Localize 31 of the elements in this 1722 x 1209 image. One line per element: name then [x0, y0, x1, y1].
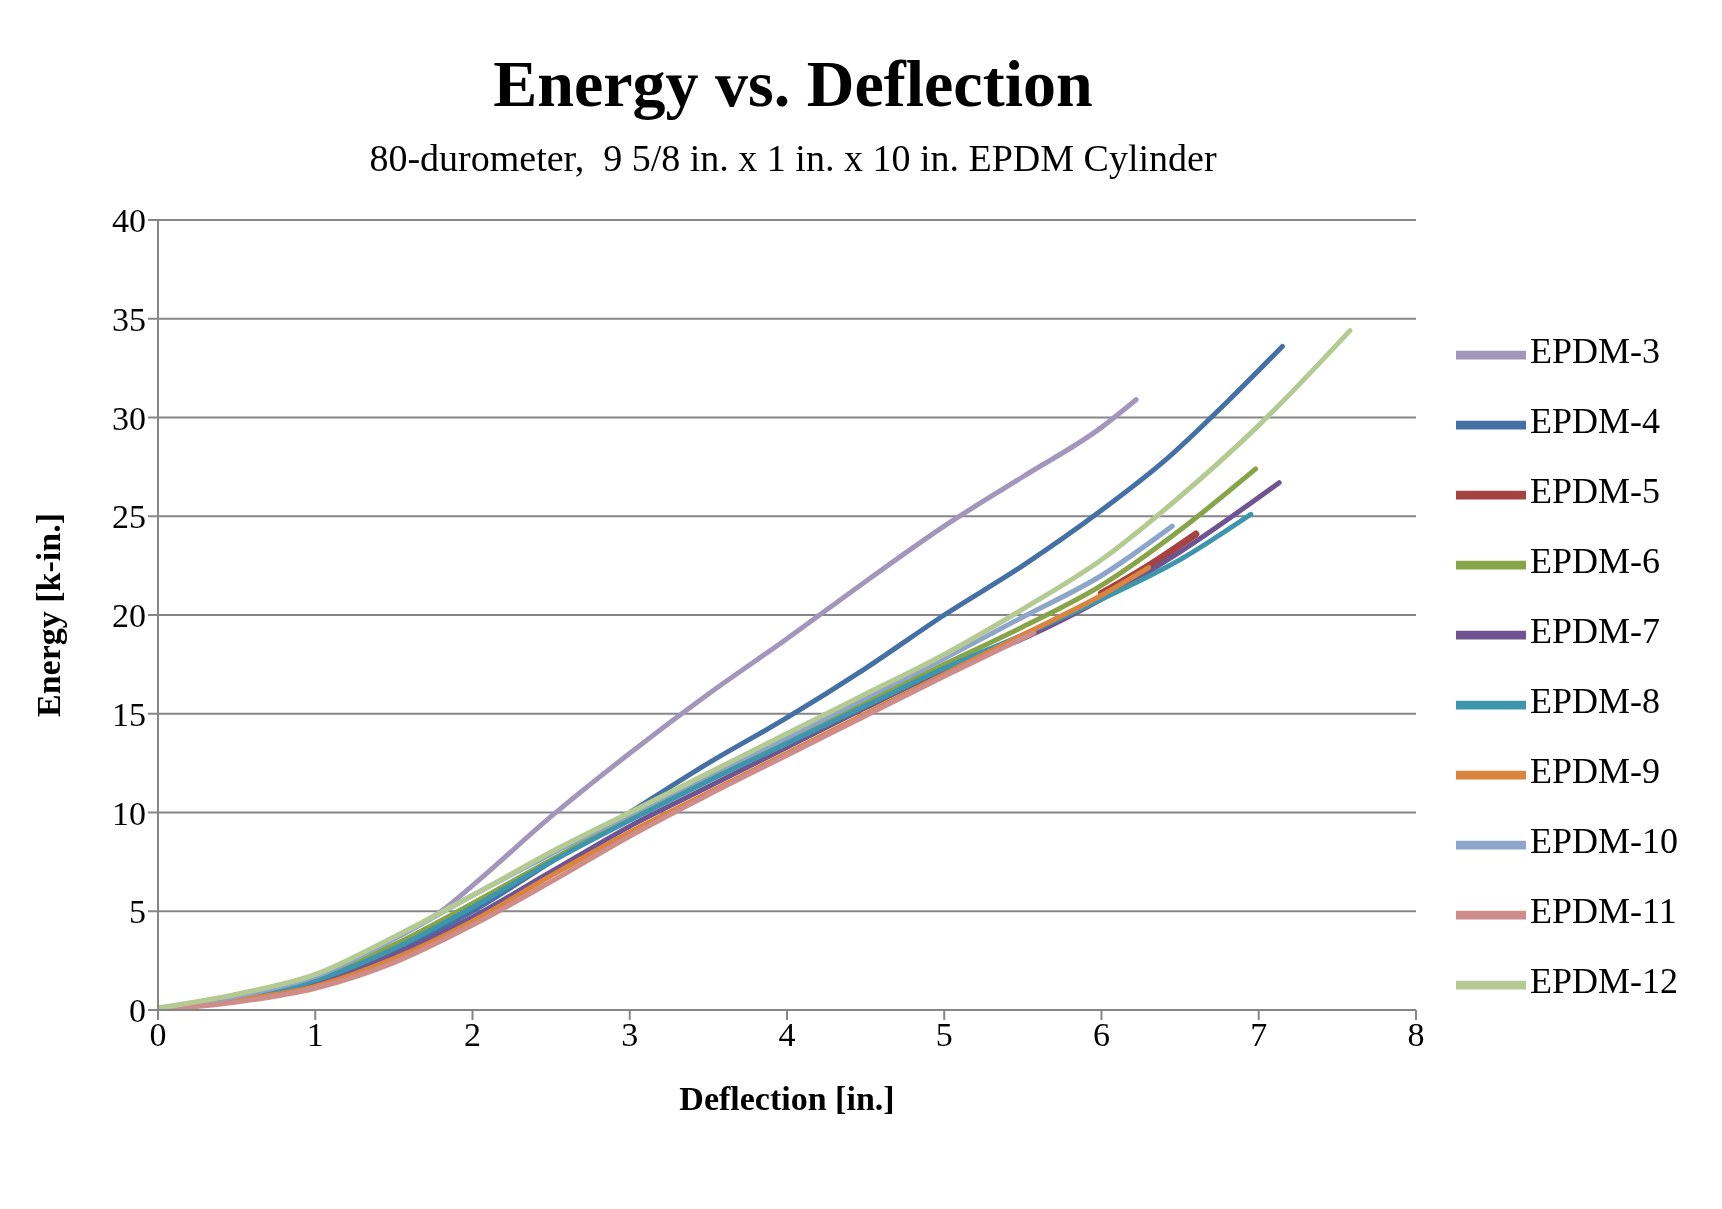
- y-tick-label: 30: [112, 399, 146, 437]
- x-tick-label: 8: [1407, 1016, 1425, 1054]
- y-tick-label: 0: [129, 992, 146, 1030]
- x-tick-label: 5: [935, 1016, 953, 1054]
- x-tick-label: 3: [621, 1016, 639, 1054]
- x-tick-label: 4: [778, 1016, 796, 1054]
- y-tick-label: 35: [112, 300, 146, 338]
- x-tick-label: 6: [1092, 1016, 1110, 1054]
- legend-label: EPDM-6: [1529, 541, 1660, 582]
- legend-label: EPDM-7: [1529, 611, 1660, 652]
- y-tick-label: 5: [129, 893, 146, 931]
- chart-title: Energy vs. Deflection: [492, 46, 1094, 122]
- legend-label: EPDM-9: [1529, 751, 1660, 792]
- legend-label: EPDM-4: [1529, 401, 1660, 442]
- legend-label: EPDM-12: [1529, 961, 1678, 1002]
- legend-label: EPDM-8: [1529, 681, 1660, 722]
- x-axis-title: Deflection [in.]: [679, 1080, 895, 1117]
- y-tick-label: 20: [112, 597, 146, 635]
- legend-label: EPDM-11: [1529, 891, 1677, 932]
- legend-label: EPDM-5: [1529, 471, 1660, 512]
- chart-subtitle: 80-durometer, 9 5/8 in. x 1 in. x 10 in. EPDM Cylinder: [368, 136, 1218, 180]
- y-tick-label: 25: [112, 498, 146, 536]
- y-tick-label: 40: [112, 202, 146, 240]
- legend-label: EPDM-10: [1529, 821, 1678, 862]
- x-tick-label: 2: [464, 1016, 481, 1054]
- legend-label: EPDM-3: [1529, 331, 1660, 372]
- x-tick-label: 1: [306, 1016, 324, 1054]
- x-tick-label: 7: [1250, 1016, 1268, 1054]
- y-tick-label: 10: [112, 794, 146, 832]
- y-axis-title: Energy [k-in.]: [30, 513, 68, 717]
- y-tick-label: 15: [112, 695, 146, 733]
